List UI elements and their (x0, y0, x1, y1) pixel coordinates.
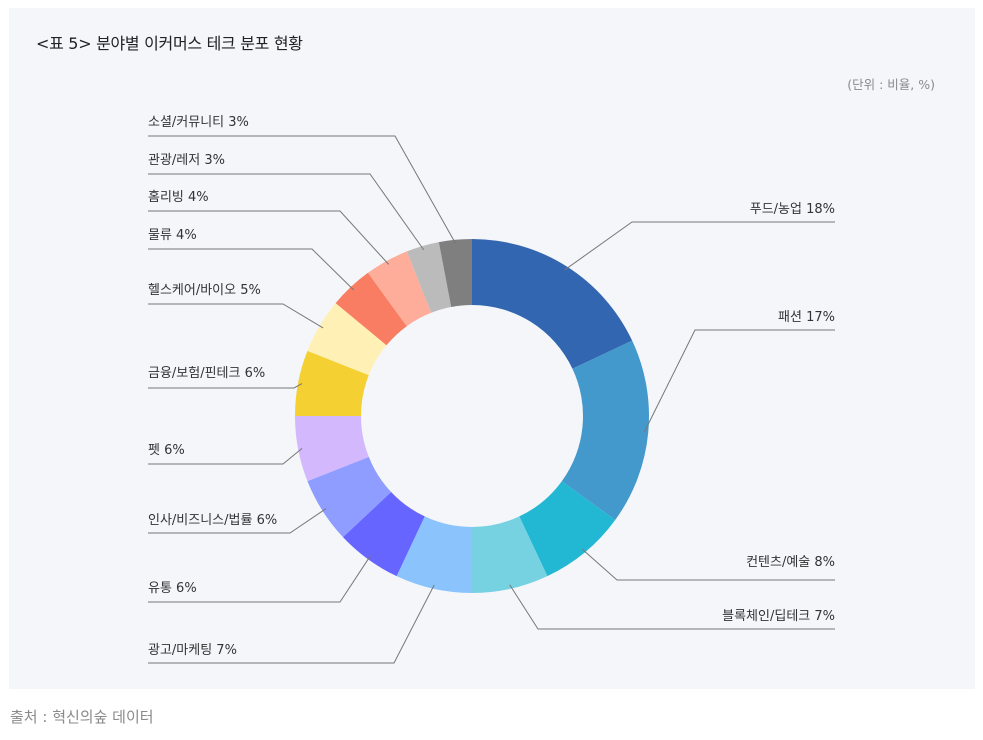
donut-slice (406, 242, 452, 313)
donut-slice (295, 416, 369, 482)
leader-line (509, 584, 835, 630)
donut-slice (307, 303, 387, 376)
donut-slice (307, 456, 392, 538)
leader-line (148, 210, 390, 265)
leader-line (148, 448, 303, 465)
slice-label: 펫 6% (148, 443, 185, 458)
leader-line (148, 383, 303, 389)
donut-slice (367, 251, 432, 327)
source-note: 출처 : 혁신의숲 데이터 (10, 708, 154, 726)
leader-line (148, 584, 435, 664)
slice-label: 금융/보험/핀테크 6% (148, 366, 265, 381)
slice-label: 푸드/농업 18% (750, 202, 835, 217)
donut-slice (561, 340, 649, 521)
leader-line (148, 303, 324, 329)
donut-slice (295, 350, 369, 416)
slice-labels: 푸드/농업 18% 패션 17% 컨텐츠/예술 8% 블록체인/딥테크 7% 광고/마케… (148, 115, 835, 658)
leader-line (148, 173, 425, 251)
slice-label: 유통 6% (148, 581, 197, 596)
leader-line (643, 329, 835, 433)
slice-label: 컨텐츠/예술 8% (746, 555, 835, 570)
slice-label: 홈리빙 4% (148, 190, 209, 205)
donut-slice (396, 516, 472, 593)
donut-slice (335, 272, 407, 346)
leader-line (148, 248, 354, 291)
donut-slice (438, 239, 472, 307)
slice-label: 소셜/커뮤니티 3% (148, 115, 249, 130)
donut-slice (472, 239, 633, 369)
donut-slice (342, 491, 425, 577)
leader-lines (148, 135, 835, 664)
slice-label: 블록체인/딥테크 7% (722, 609, 835, 624)
donut-slice (519, 481, 616, 577)
unit-note: (단위 : 비율, %) (847, 77, 935, 92)
slice-label: 패션 17% (778, 310, 835, 325)
slice-label: 헬스케어/바이오 5% (148, 283, 261, 298)
donut-slice (472, 516, 548, 593)
chart-title: <표 5> 분야별 이커머스 테크 분포 현황 (36, 34, 303, 53)
slice-label: 광고/마케팅 7% (148, 643, 237, 658)
leader-line (148, 135, 457, 245)
leader-line (581, 548, 835, 581)
slice-label: 관광/레저 3% (148, 153, 225, 168)
slice-label: 물류 4% (148, 228, 197, 243)
leader-line (148, 508, 327, 534)
donut-slices (295, 239, 649, 593)
leader-line (564, 221, 835, 271)
slice-label: 인사/비즈니스/법률 6% (148, 513, 277, 528)
leader-line (148, 555, 371, 603)
